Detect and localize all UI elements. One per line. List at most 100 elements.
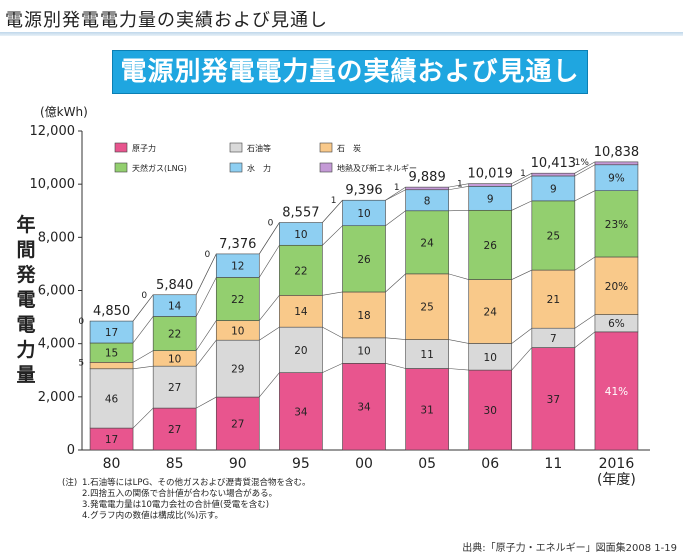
series-connector [574, 256, 596, 271]
bar-segment [531, 200, 576, 271]
bar-segment [215, 339, 260, 398]
bar-value-label: 9% [608, 173, 625, 185]
note-line: 2.四捨五入の関係で合計値が合わない場合がある。 [82, 489, 278, 499]
total-label: 9,396 [345, 183, 382, 198]
y-tick-label: 0 [67, 443, 75, 458]
bar-value-label: 27 [231, 419, 244, 431]
legend-label: 水 力 [247, 163, 271, 173]
bar-value-label: 30 [484, 405, 497, 417]
bar-segment [279, 222, 323, 246]
series-connector [132, 350, 154, 363]
series-connector [322, 200, 343, 223]
bar-segment [152, 294, 197, 317]
bar-value-label: 46 [105, 393, 119, 405]
series-connector [259, 372, 280, 398]
y-axis-label-char: 電 [16, 314, 35, 336]
x-tick-label: 95 [292, 456, 310, 472]
series-connector [132, 294, 154, 322]
bar-value-label: 11 [420, 349, 433, 361]
series-connector [448, 186, 469, 191]
chart-notes: (注) 1.石油等にはLPG、その他ガスおよび瀝青質混合物を含む。 2.四捨五入… [62, 478, 311, 522]
bar-value-label: 7 [550, 333, 557, 345]
bar-value-label: 31 [420, 404, 433, 416]
series-connector [132, 407, 154, 429]
series-connector [259, 245, 280, 278]
series-connector [511, 327, 533, 344]
series-connector [132, 316, 154, 344]
series-connector [195, 253, 217, 295]
small-share-label: 1 [394, 183, 400, 193]
legend-swatch [319, 142, 333, 153]
y-axis-label-char: 年 [16, 213, 35, 236]
bar-value-label: 9 [550, 183, 557, 195]
bar-segment [89, 368, 134, 429]
series-connector [322, 363, 343, 373]
page-heading: 電源別発電電力量の実績および見通し [5, 10, 328, 31]
bar-segment [405, 273, 449, 340]
total-label: 9,889 [409, 170, 446, 185]
x-tick-label: 2016 [599, 456, 635, 472]
bar-segment [405, 339, 449, 369]
series-connector [448, 273, 469, 280]
bar-value-label: 25 [420, 302, 433, 314]
bar-value-label: 37 [547, 394, 560, 406]
bar-value-label: 10 [357, 346, 370, 358]
y-axis-label-char: 間 [16, 239, 35, 261]
series-connector [448, 368, 469, 371]
total-label: 8,557 [282, 206, 319, 221]
legend-label: 原子力 [132, 143, 156, 153]
bar-segment [531, 347, 576, 451]
bar-value-label: 20 [294, 345, 307, 357]
note-line: 4.グラフ内の数値は構成比(%)示す。 [82, 511, 223, 521]
series-connector [448, 339, 469, 344]
total-label: 5,840 [156, 278, 193, 293]
series-connector [385, 186, 406, 201]
bar-segment [594, 161, 639, 166]
bar-segment [215, 253, 260, 278]
note-line: 1.石油等にはLPG、その他ガスおよび瀝青質混合物を含む。 [82, 478, 311, 488]
small-share-label: 1 [331, 196, 337, 206]
small-share-label: 1% [575, 158, 590, 168]
bar-segment [468, 279, 513, 344]
x-tick-label: 06 [481, 456, 499, 472]
total-label: 4,850 [93, 304, 130, 319]
bar-value-label: 34 [294, 406, 308, 418]
bar-value-label: 27 [168, 382, 181, 394]
total-label: 10,413 [531, 156, 577, 171]
total-label: 10,838 [594, 145, 640, 160]
legend-label: 石油等 [247, 143, 271, 153]
bar-value-label: 15 [105, 348, 118, 360]
bar-value-label: 17 [105, 327, 118, 339]
bar-value-label: 26 [357, 254, 371, 266]
series-connector [259, 295, 280, 321]
series-connector [574, 331, 596, 348]
series-connector [385, 337, 406, 340]
series-connector [133, 365, 154, 370]
bar-segment [468, 209, 513, 280]
bar-value-label: 6% [608, 318, 625, 330]
legend-label: 石 炭 [337, 144, 361, 153]
bar-segment [279, 244, 323, 296]
bar-value-label: 14 [294, 306, 308, 318]
series-connector [385, 363, 406, 369]
legend-swatch [319, 162, 333, 173]
bar-segment [89, 362, 134, 370]
small-share-label: 1 [520, 169, 526, 179]
bar-segment [279, 372, 323, 451]
x-tick-label: 05 [418, 456, 436, 472]
bar-segment [468, 183, 513, 187]
series-connector [195, 320, 217, 351]
small-share-label: 0 [268, 219, 274, 229]
y-tick-label: 8,000 [38, 230, 75, 245]
bar-segment [152, 407, 197, 451]
total-label: 10,019 [467, 167, 513, 182]
bar-value-label: 21 [547, 294, 560, 306]
bar-segment [594, 331, 639, 451]
series-connector [322, 291, 343, 296]
series-connector [511, 200, 532, 211]
bar-segment [531, 172, 576, 177]
bar-segment [405, 210, 449, 275]
bar-segment [594, 164, 639, 192]
bar-value-label: 10 [294, 229, 307, 241]
bar-value-label: 22 [294, 265, 307, 277]
